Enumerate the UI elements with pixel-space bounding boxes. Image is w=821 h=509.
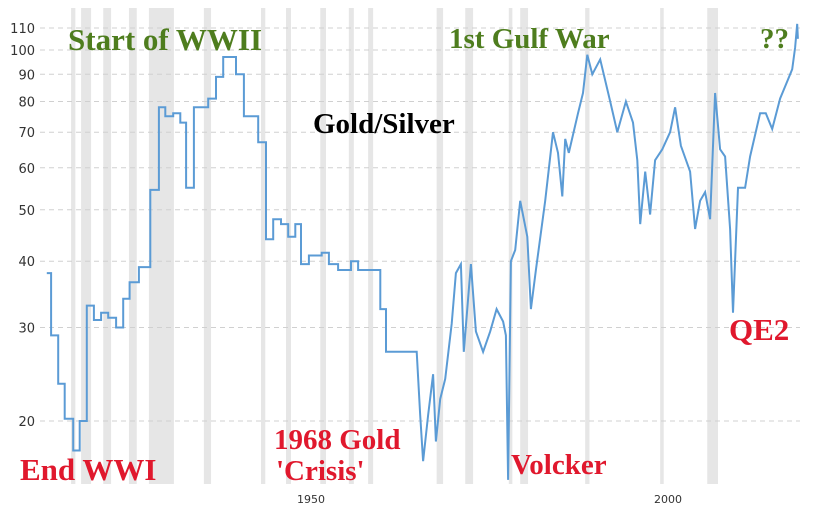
y-tick-label: 30 <box>18 322 35 337</box>
y-tick-label: 80 <box>18 95 35 110</box>
recession-band <box>286 8 292 484</box>
annotation-gulf-war: 1st Gulf War <box>449 23 610 55</box>
recession-band <box>660 8 664 484</box>
recession-bands <box>71 8 718 484</box>
x-axis-ticks: 1950 2000 <box>297 493 682 506</box>
recession-band <box>348 8 354 484</box>
recession-band <box>261 8 266 484</box>
annotation-1968-crisis-line2: 'Crisis' <box>276 455 365 487</box>
annotation-question: ?? <box>760 23 789 55</box>
annotations: Start of WWII 1st Gulf War ?? Gold/Silve… <box>20 22 789 487</box>
recession-band <box>71 8 76 484</box>
gridlines <box>40 27 800 422</box>
y-tick-label: 40 <box>18 255 35 270</box>
recession-band <box>128 8 137 484</box>
ratio-series-line <box>46 23 799 480</box>
recession-band <box>81 8 92 484</box>
recession-band <box>103 8 112 484</box>
y-tick-label: 100 <box>10 44 35 59</box>
y-tick-label: 50 <box>18 204 35 219</box>
annotation-volcker: Volcker <box>511 449 607 481</box>
y-tick-label: 110 <box>10 22 35 37</box>
annotation-start-wwii: Start of WWII <box>68 22 262 57</box>
recession-band <box>320 8 326 484</box>
annotation-1968-crisis-line1: 1968 Gold <box>274 424 401 456</box>
recession-band <box>585 8 590 484</box>
recession-band <box>148 8 174 484</box>
recession-band <box>520 8 529 484</box>
recession-band <box>203 8 212 484</box>
recession-band <box>508 8 513 484</box>
recession-band <box>436 8 444 484</box>
x-tick-label: 2000 <box>654 493 682 506</box>
y-axis-ticks: 20 30 40 50 60 70 80 90 100 110 <box>10 22 35 430</box>
annotation-gold-silver: Gold/Silver <box>313 108 455 140</box>
y-tick-label: 90 <box>18 68 35 83</box>
x-tick-label: 1950 <box>297 493 325 506</box>
y-tick-label: 60 <box>18 162 35 177</box>
y-tick-label: 70 <box>18 126 35 141</box>
y-tick-label: 20 <box>18 415 35 430</box>
recession-band <box>368 8 374 484</box>
annotation-end-wwi: End WWI <box>20 452 156 487</box>
annotation-qe2: QE2 <box>729 312 789 347</box>
recession-band <box>707 8 718 484</box>
recession-band <box>465 8 474 484</box>
